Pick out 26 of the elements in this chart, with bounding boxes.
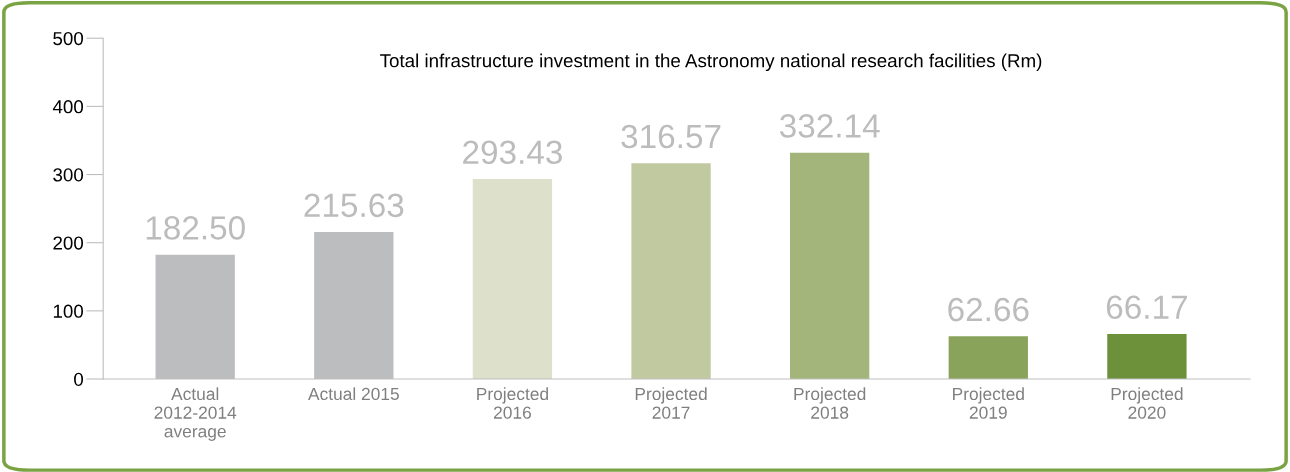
bar	[948, 336, 1028, 380]
data-label: 182.50	[146, 216, 245, 240]
y-tick-label: 200	[53, 236, 84, 250]
x-tick-label: Projected 2019	[953, 387, 1024, 419]
bar	[1107, 333, 1187, 380]
y-tick-label: 100	[53, 304, 84, 318]
text: Total infrastructure investment in the Astronomy national research facilities (Rm)	[380, 53, 1042, 72]
y-tick-label: 0	[74, 372, 84, 386]
data-label: 62.66	[948, 297, 1029, 322]
y-tick-label: 400	[52, 100, 84, 114]
x-tick-label: Actual 2015	[308, 387, 399, 401]
x-tick-label: Projected 2020	[1111, 387, 1183, 419]
x-tick-label: Projected 2017	[635, 387, 707, 419]
x-tick-label: Projected 2016	[477, 387, 548, 419]
y-tick-label: 500	[53, 31, 84, 46]
data-label: 215.63	[304, 193, 404, 218]
data-label: 66.17	[1106, 295, 1187, 319]
bar	[631, 163, 711, 380]
bar	[790, 152, 870, 380]
y-tick-label: 300	[53, 168, 84, 182]
data-label: 316.57	[621, 124, 721, 149]
data-label: 332.14	[779, 114, 880, 138]
data-label: 293.43	[463, 140, 562, 165]
bar	[472, 179, 553, 380]
x-tick-label: Projected 2018	[794, 387, 866, 419]
x-tick-label: Actual 2012-2014 average	[154, 387, 237, 441]
